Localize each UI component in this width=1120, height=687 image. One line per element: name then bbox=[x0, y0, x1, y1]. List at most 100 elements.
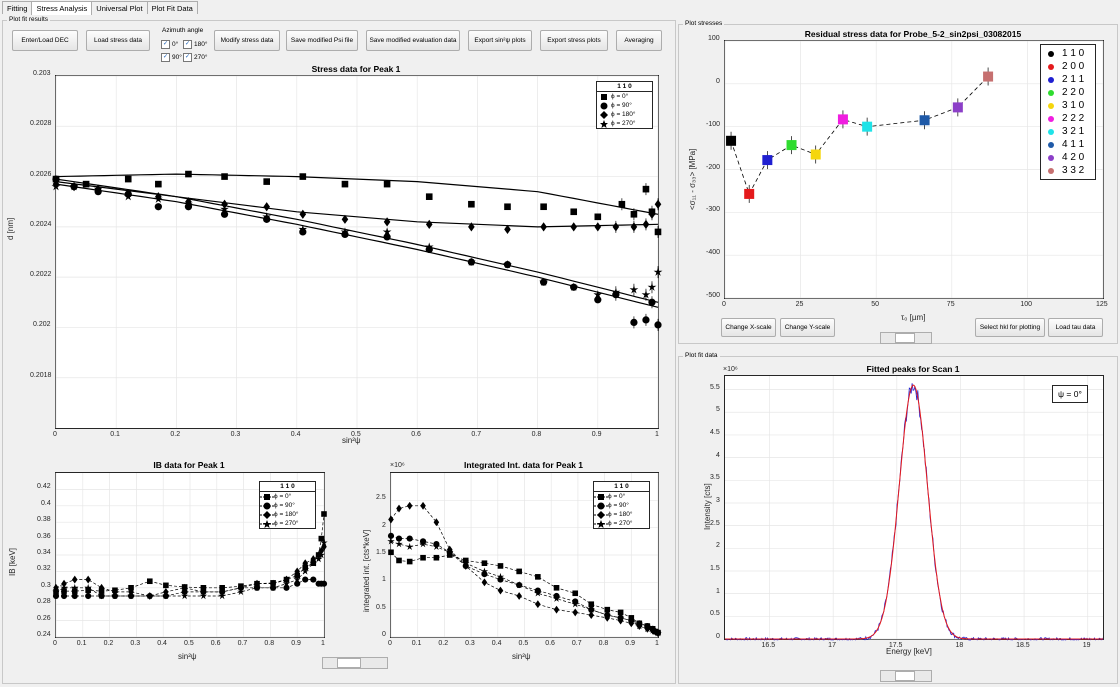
data-point bbox=[433, 554, 440, 561]
export-stress-plots-button[interactable]: Export stress plots bbox=[540, 30, 608, 51]
select-hkl-button[interactable]: Select hkl for plotting bbox=[975, 318, 1045, 337]
data-point bbox=[71, 575, 78, 584]
stress-plot-title: Residual stress data for Probe_5-2_sin2p… bbox=[804, 29, 1022, 39]
stress-point bbox=[786, 140, 797, 151]
data-point bbox=[569, 282, 579, 291]
left-horizontal-scrollbar[interactable] bbox=[322, 657, 388, 669]
data-point bbox=[468, 222, 475, 232]
data-point bbox=[71, 592, 78, 600]
tab-universal-plot[interactable]: Universal Plot bbox=[91, 1, 148, 14]
change-y-scale-button[interactable]: Change Y-scale bbox=[780, 318, 835, 337]
peak-horizontal-scrollbar[interactable] bbox=[880, 670, 932, 682]
tab-stress-analysis[interactable]: Stress Analysis bbox=[31, 1, 93, 15]
legend-item: ϕ = 90° bbox=[594, 501, 649, 510]
y-tick-label: 0.36 bbox=[37, 532, 51, 540]
export-sin2psi-button[interactable]: Export sin²ψ plots bbox=[468, 30, 532, 51]
x-tick-label: 0.4 bbox=[491, 640, 502, 647]
x-tick-label: 0.8 bbox=[598, 640, 609, 647]
y-tick-label: 0 bbox=[382, 631, 386, 638]
averaging-button[interactable]: Averaging bbox=[616, 30, 662, 51]
legend-item: 4 2 0 bbox=[1041, 151, 1095, 164]
data-point bbox=[93, 184, 103, 193]
load-tau-data-button[interactable]: Load tau data bbox=[1048, 318, 1103, 337]
load-stress-data-button[interactable]: Load stress data bbox=[86, 30, 150, 51]
fit-line bbox=[55, 173, 659, 215]
x-tick-label: 0.8 bbox=[264, 640, 275, 647]
stress-point bbox=[983, 71, 994, 82]
scroll-thumb[interactable] bbox=[895, 671, 915, 681]
legend-title: 1 1 0 bbox=[597, 82, 652, 92]
modify-stress-data-button[interactable]: Modify stress data bbox=[214, 30, 280, 51]
measured-spectrum-line bbox=[724, 383, 1104, 641]
save-psi-file-button[interactable]: Save modified Psi file bbox=[286, 30, 358, 51]
y-tick-label: -500 bbox=[706, 292, 721, 299]
data-point bbox=[318, 535, 325, 542]
data-point bbox=[237, 588, 245, 596]
azimuth-270-checkbox[interactable]: ✓ 270° bbox=[183, 53, 208, 62]
stress-point bbox=[744, 188, 755, 199]
fit-line bbox=[55, 181, 659, 228]
change-x-scale-button[interactable]: Change X-scale bbox=[721, 318, 776, 337]
star-marker-icon bbox=[260, 519, 274, 528]
azimuth-0-checkbox[interactable]: ✓ 0° bbox=[161, 40, 179, 49]
series-line bbox=[55, 542, 325, 597]
data-point bbox=[647, 282, 657, 291]
data-point bbox=[617, 609, 624, 616]
dot-marker-icon bbox=[1048, 154, 1054, 161]
data-point bbox=[496, 572, 505, 580]
data-point bbox=[383, 217, 391, 227]
x-tick-label: 0 bbox=[722, 301, 726, 308]
x-tick-label: 0 bbox=[388, 640, 392, 647]
data-point bbox=[432, 542, 441, 550]
tab-fitting[interactable]: Fitting bbox=[2, 1, 33, 14]
y-tick-label: 0.26 bbox=[37, 614, 51, 622]
x-tick-label: 0.2 bbox=[438, 640, 449, 647]
data-point bbox=[654, 199, 662, 209]
save-evaluation-data-button[interactable]: Save modified evaluation data bbox=[366, 30, 460, 51]
data-point bbox=[648, 298, 656, 306]
x-tick-label: 0.5 bbox=[518, 640, 529, 647]
y-tick-label: 0.2024 bbox=[30, 220, 52, 228]
x-tick-label: 0.9 bbox=[625, 640, 636, 647]
tab-plot-fit-data[interactable]: Plot Fit Data bbox=[146, 1, 198, 14]
data-point bbox=[124, 175, 132, 183]
x-tick-label: 0.4 bbox=[157, 640, 167, 647]
azimuth-180-checkbox[interactable]: ✓ 180° bbox=[183, 40, 208, 49]
data-point bbox=[298, 224, 308, 234]
data-point bbox=[321, 511, 327, 517]
legend-item: 4 1 1 bbox=[1041, 138, 1095, 151]
data-point bbox=[467, 257, 476, 266]
dot-marker-icon bbox=[1048, 115, 1054, 122]
y-tick-label: 3 bbox=[716, 496, 720, 504]
x-tick-label: 75 bbox=[946, 301, 955, 308]
x-tick-label: 0.1 bbox=[76, 640, 87, 647]
scroll-thumb[interactable] bbox=[895, 333, 915, 343]
legend-item: ϕ = 180° bbox=[597, 110, 652, 119]
check-icon: ✓ bbox=[183, 53, 192, 62]
data-point bbox=[462, 562, 469, 570]
data-point bbox=[594, 296, 602, 304]
data-point bbox=[648, 209, 656, 219]
legend-item: ϕ = 180° bbox=[594, 510, 649, 519]
data-point bbox=[594, 222, 602, 232]
y-tick-label: 0.2026 bbox=[30, 170, 52, 178]
data-point bbox=[604, 606, 611, 613]
dot-marker-icon bbox=[1048, 76, 1054, 83]
d-plot-axes bbox=[51, 75, 663, 429]
azimuth-90-checkbox[interactable]: ✓ 90° bbox=[161, 53, 182, 62]
star-marker-icon bbox=[594, 519, 608, 528]
scroll-thumb[interactable] bbox=[337, 658, 361, 668]
int-plot-multiplier: ×10⁶ bbox=[390, 462, 405, 469]
x-tick-label: 0.9 bbox=[591, 431, 602, 438]
y-tick-label: 0.2018 bbox=[30, 371, 52, 379]
data-point bbox=[654, 629, 662, 637]
data-point bbox=[425, 193, 433, 200]
d-plot-title: Stress data for Peak 1 bbox=[311, 64, 401, 74]
data-point bbox=[85, 575, 91, 584]
y-tick-label: 2.5 bbox=[376, 494, 386, 502]
x-tick-label: 0.6 bbox=[545, 640, 555, 647]
enter-load-dec-button[interactable]: Enter/Load DEC bbox=[12, 30, 78, 51]
legend-item: ϕ = 270° bbox=[594, 519, 649, 528]
stress-horizontal-scrollbar[interactable] bbox=[880, 332, 932, 344]
data-point bbox=[627, 616, 635, 624]
